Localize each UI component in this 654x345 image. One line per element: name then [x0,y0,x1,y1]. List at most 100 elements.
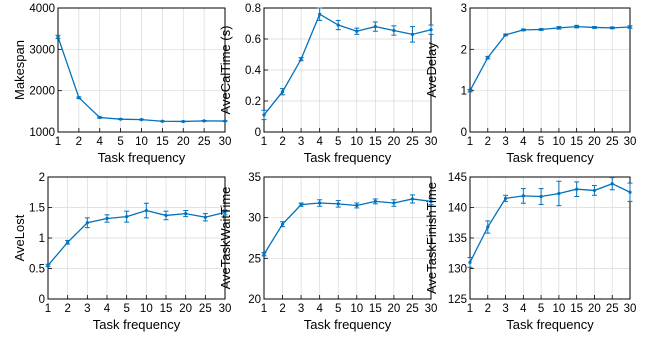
subplot-4: 0 0.5 1 1.5 2 1 2 3 4 5 10 15 20 25 30 Task frequency Av… [12,172,231,332]
y-tick-label: 1000 [29,127,55,139]
x-tick-label: 15 [369,303,382,315]
y-axis-label: AveTaskFinishTime [424,182,439,294]
x-tick-label: 20 [588,136,601,148]
x-tick-label: 3 [84,303,90,315]
data-point [144,208,148,213]
x-tick-label: 5 [538,136,544,148]
x-tick-label: 3 [502,136,508,148]
plot-frame [263,176,432,300]
x-tick-label: 5 [538,303,544,315]
data-point [521,28,525,32]
plot-frame [469,7,631,133]
x-axis-label: Task frequency [98,150,186,165]
data-point [336,202,340,206]
subplot-2: 0 0.2 0.4 0.6 0.8 1 2 3 4 5 10 15 20 25 30 Task frequen… [218,3,437,165]
data-point [429,28,433,32]
x-axis-label: Task frequency [304,150,392,165]
data-point [503,196,508,200]
x-tick-label: 25 [606,303,619,315]
y-tick-label: 2 [461,44,467,56]
x-tick-label: 10 [350,303,363,315]
data-point [468,89,472,93]
y-tick-label: 130 [448,264,467,276]
data-point [557,26,561,30]
x-tick-label: 2 [485,136,491,148]
x-tick-label: 5 [335,303,341,315]
y-tick-label: 0 [255,127,261,139]
data-point [280,90,285,94]
data-point [336,23,340,27]
x-tick-label: 30 [425,303,438,315]
data-point [410,197,415,201]
x-tick-label: 1 [261,136,267,148]
x-tick-label: 4 [316,136,323,148]
y-axis-label: AveDelay [424,42,439,98]
x-tick-label: 30 [425,136,438,148]
data-point [202,119,206,123]
data-point [355,29,359,33]
series-line [263,13,432,116]
data-point [575,25,579,29]
x-tick-label: 25 [198,136,211,148]
x-tick-label: 5 [117,136,123,148]
data-point [355,203,359,208]
data-point [503,33,508,37]
x-tick-label: 30 [219,136,232,148]
x-tick-label: 20 [179,303,192,315]
x-tick-label: 3 [298,136,304,148]
data-point [373,25,377,29]
y-axis-label: Makespan [12,40,27,100]
data-point [262,252,266,256]
x-tick-label: 3 [298,303,304,315]
y-tick-label: 0.2 [245,96,261,108]
y-tick-label: 0.4 [245,65,262,77]
x-tick-label: 30 [219,303,232,315]
x-axis-label: Task frequency [506,317,594,332]
data-point [164,213,168,218]
x-tick-label: 10 [135,136,148,148]
y-tick-label: 2 [39,172,45,184]
x-tick-label: 10 [552,136,565,148]
x-tick-label: 4 [520,303,527,315]
y-tick-label: 4000 [29,3,55,15]
data-point [318,201,322,205]
data-point [119,117,123,121]
x-tick-label: 5 [335,136,341,148]
x-tick-label: 15 [570,303,583,315]
data-point [539,194,543,199]
x-tick-label: 25 [199,303,212,315]
data-point [410,32,415,36]
x-tick-label: 10 [350,136,363,148]
data-point [318,12,322,16]
data-point [98,115,102,120]
y-tick-label: 0 [39,294,45,306]
x-tick-label: 2 [76,136,82,148]
series-line [263,198,432,255]
data-point [160,119,164,123]
data-point [539,27,543,32]
data-point [429,199,433,203]
data-point [610,182,614,186]
x-tick-label: 4 [520,136,527,148]
y-tick-label: 1 [461,86,467,98]
data-point [468,260,472,264]
x-tick-label: 4 [316,303,323,315]
y-tick-label: 0.6 [245,34,261,46]
data-point [628,25,632,29]
subplot-6: 125 130 135 140 145 1 2 3 4 5 10 15 20 25 30 Task frequ… [424,172,636,332]
x-tick-label: 2 [64,303,70,315]
y-tick-label: 0.8 [245,3,261,15]
x-tick-label: 20 [387,136,400,148]
subplot-5: 20 25 30 35 1 2 3 4 5 10 15 20 25 30 Task frequency Ave… [218,172,437,332]
y-axis-label: AveLost [12,214,27,261]
x-tick-label: 30 [624,303,637,315]
x-tick-label: 15 [570,136,583,148]
data-point [223,119,227,123]
data-point [46,263,50,268]
x-tick-label: 25 [406,136,419,148]
y-tick-label: 3000 [29,44,55,56]
x-tick-label: 1 [467,136,473,148]
data-point [486,225,490,229]
